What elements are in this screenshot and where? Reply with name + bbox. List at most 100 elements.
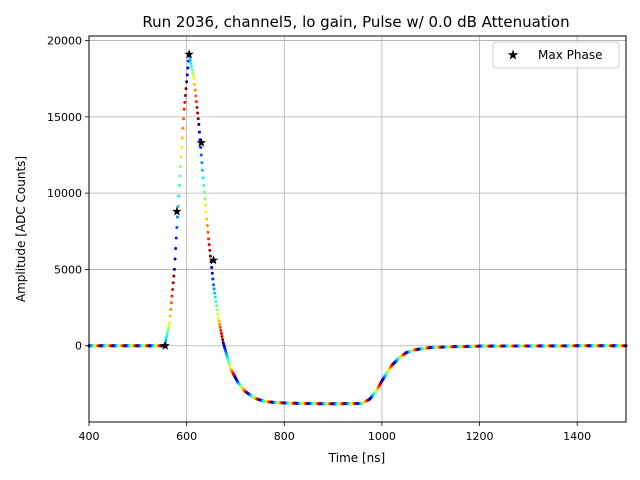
- waveform-point: [171, 281, 175, 285]
- waveform-point: [211, 283, 215, 287]
- waveform-point: [207, 243, 211, 247]
- waveform-point: [167, 324, 171, 328]
- waveform-point: [201, 176, 205, 180]
- waveform-point: [219, 328, 223, 332]
- waveform-point: [181, 126, 185, 130]
- waveform-point: [179, 164, 183, 168]
- waveform-point: [216, 312, 220, 316]
- waveform-point: [204, 204, 208, 208]
- y-tick-label: 0: [75, 340, 82, 353]
- legend: Max Phase: [492, 41, 620, 69]
- waveform-point: [192, 77, 196, 81]
- x-tick-label: 1400: [563, 430, 591, 443]
- max-phase-series: [160, 49, 219, 350]
- waveform-point: [172, 267, 176, 271]
- waveform-point: [184, 87, 188, 91]
- x-tick-label: 1000: [368, 430, 396, 443]
- y-tick-label: 15000: [47, 111, 82, 124]
- waveform-point: [200, 161, 204, 165]
- waveform-point: [180, 136, 184, 140]
- waveform-point: [206, 230, 210, 234]
- waveform-series: [87, 52, 628, 406]
- waveform-point: [191, 71, 195, 75]
- max-phase-point: [172, 206, 182, 216]
- waveform-point: [185, 73, 189, 77]
- y-tick-label: 5000: [54, 263, 82, 276]
- waveform-point: [210, 271, 214, 275]
- waveform-point: [203, 197, 207, 201]
- waveform-point: [169, 301, 173, 305]
- waveform-point: [218, 325, 222, 329]
- plot-frame: [88, 35, 627, 423]
- waveform-point: [175, 215, 179, 219]
- waveform-point: [205, 224, 209, 228]
- waveform-point: [191, 74, 195, 78]
- waveform-point: [204, 210, 208, 214]
- y-tick-label: 10000: [47, 187, 82, 200]
- y-axis-label: Amplitude [ADC Counts]: [14, 156, 28, 302]
- waveform-point: [213, 295, 217, 299]
- waveform-point: [178, 174, 182, 178]
- legend-label-max-phase: Max Phase: [538, 48, 602, 62]
- max-phase-point: [208, 255, 219, 265]
- waveform-point: [197, 122, 201, 126]
- waveform-point: [196, 111, 200, 115]
- waveform-point: [176, 205, 180, 208]
- max-phase-point: [196, 137, 207, 147]
- waveform-point: [166, 327, 170, 331]
- waveform-point: [183, 100, 187, 104]
- waveform-point: [215, 304, 219, 308]
- waveform-point: [177, 194, 181, 198]
- waveform-point: [164, 338, 168, 342]
- y-axis-ticks: 0 5000 10000 15000 20000: [47, 35, 89, 353]
- waveform-point: [210, 266, 214, 270]
- waveform-point: [177, 184, 181, 188]
- waveform-point: [168, 314, 172, 318]
- waveform-point: [218, 322, 222, 326]
- waveform-point: [185, 80, 189, 84]
- legend-box: [492, 41, 620, 69]
- x-tick-label: 600: [176, 430, 197, 443]
- waveform-point: [213, 291, 217, 295]
- waveform-point: [194, 94, 198, 98]
- waveform-point: [168, 321, 172, 325]
- waveform-point: [195, 105, 199, 109]
- waveform-point: [174, 236, 178, 240]
- waveform-point: [219, 332, 223, 336]
- waveform-point: [221, 338, 225, 342]
- waveform-point: [180, 145, 184, 149]
- waveform-point: [202, 190, 206, 194]
- waveform-point: [172, 274, 176, 278]
- waveform-point: [220, 335, 224, 339]
- waveform-point: [215, 308, 219, 312]
- waveform-point: [205, 217, 209, 221]
- waveform-point: [186, 66, 190, 70]
- waveform-point: [174, 246, 178, 250]
- waveform-point: [201, 168, 204, 172]
- waveform-point: [194, 100, 198, 104]
- waveform-point: [217, 319, 221, 323]
- chart-title: Run 2036, channel5, lo gain, Pulse w/ 0.…: [142, 13, 569, 31]
- waveform-point: [182, 107, 186, 111]
- waveform-point: [190, 68, 194, 72]
- max-phase-point: [184, 49, 194, 59]
- legend-star-icon: [507, 49, 519, 60]
- waveform-point: [208, 248, 212, 252]
- y-tick-label: 20000: [47, 35, 82, 48]
- waveform-point: [175, 225, 179, 229]
- waveform-point: [182, 117, 186, 121]
- waveform-point: [196, 117, 200, 121]
- waveform-point: [193, 88, 197, 92]
- waveform-point: [170, 294, 174, 298]
- x-tick-label: 400: [79, 430, 100, 443]
- x-tick-label: 800: [274, 430, 295, 443]
- waveform-point: [165, 332, 169, 336]
- x-tick-label: 1200: [466, 430, 494, 443]
- waveform-point: [193, 82, 197, 86]
- waveform-point: [173, 257, 177, 261]
- grid: [88, 36, 626, 422]
- x-axis-label: Time [ns]: [328, 451, 385, 465]
- waveform-point: [166, 329, 170, 333]
- x-axis-ticks: 400 600 800 1000 1200 1400: [79, 422, 591, 443]
